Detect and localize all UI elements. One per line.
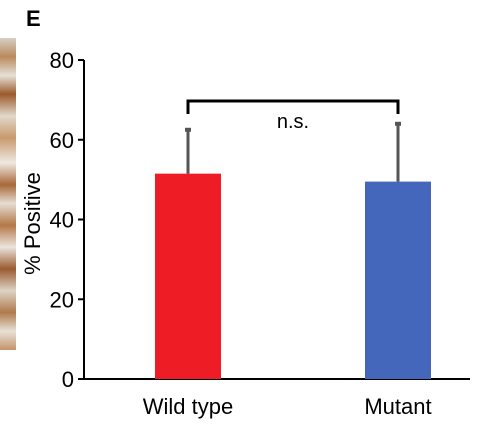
category-label-1: Mutant <box>364 394 431 419</box>
y-axis-title: % Positive <box>20 172 45 275</box>
bar-wild-type <box>155 173 221 379</box>
histology-image-strip <box>0 38 16 350</box>
panel-label: E <box>26 6 41 31</box>
y-tick-label-80: 80 <box>50 48 74 73</box>
y-tick-label-20: 20 <box>50 287 74 312</box>
category-label-0: Wild type <box>143 394 233 419</box>
y-tick-label-0: 0 <box>62 367 74 392</box>
bar-mutant <box>365 181 431 379</box>
y-tick-label-60: 60 <box>50 128 74 153</box>
significance-bracket <box>186 99 400 114</box>
significance-label: n.s. <box>277 111 309 133</box>
y-tick-label-40: 40 <box>50 208 74 233</box>
